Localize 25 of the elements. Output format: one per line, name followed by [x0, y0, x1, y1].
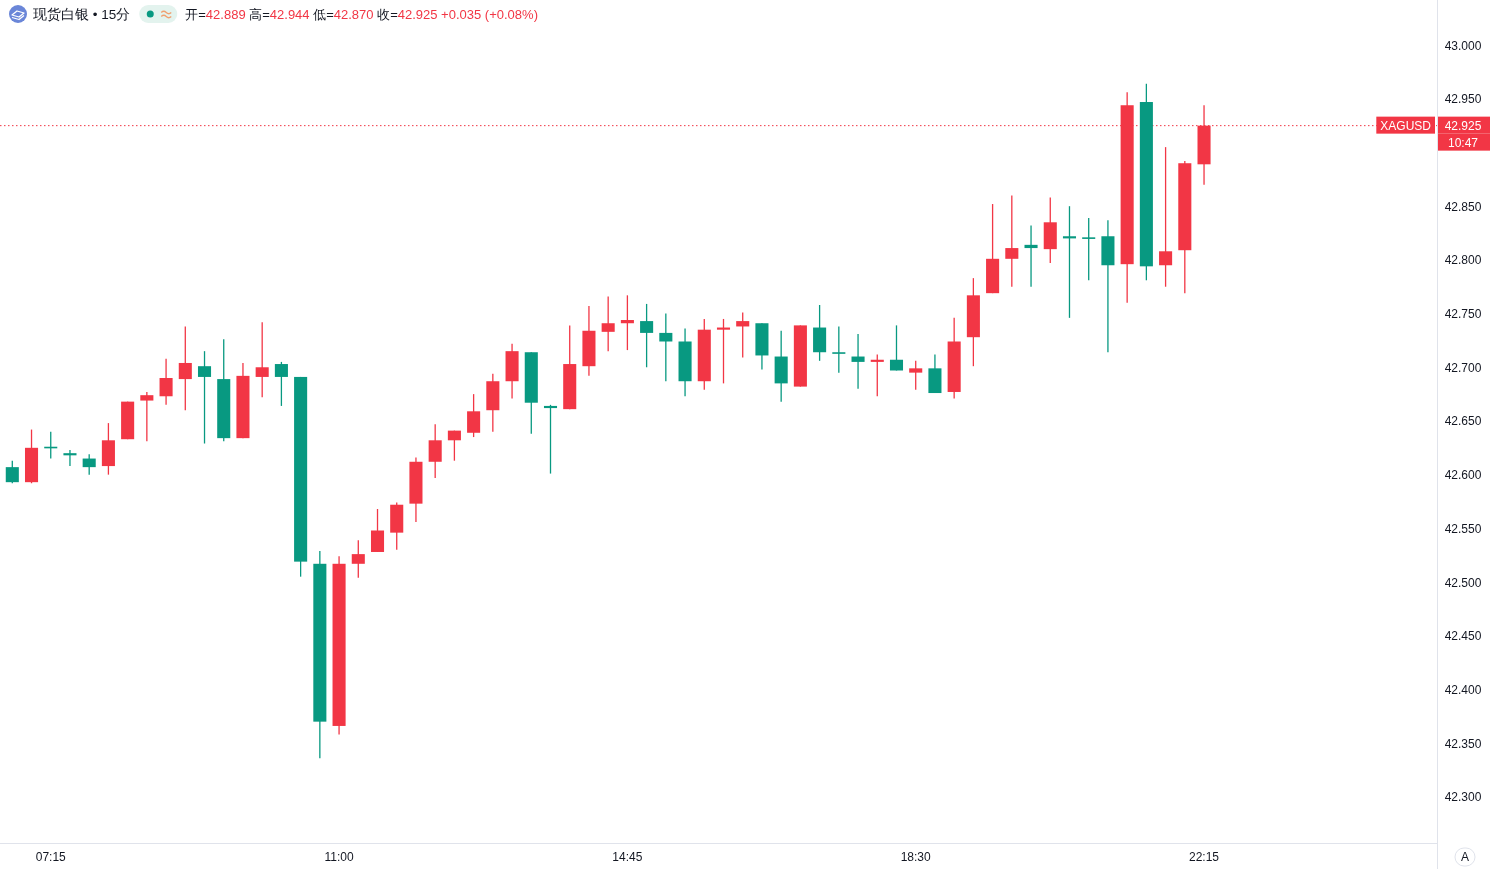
x-tick-label: 22:15: [1189, 850, 1220, 864]
y-tick-label: 42.700: [1444, 360, 1482, 375]
y-tick-label: 42.500: [1444, 575, 1482, 590]
annotation: A: [1454, 847, 1476, 867]
x-tick-label: 14:45: [612, 850, 643, 864]
y-tick-label: 42.400: [1444, 682, 1482, 697]
y-tick-label: 42.350: [1444, 736, 1482, 751]
y-tick-label: 42.300: [1444, 790, 1482, 805]
y-tick-label: 42.800: [1444, 253, 1482, 268]
y-tick-label: 42.600: [1444, 468, 1482, 483]
x-tick-label: 18:30: [900, 850, 932, 864]
ref-label: XAGUSD: [1376, 116, 1435, 134]
y-tick-label: 42.450: [1444, 629, 1482, 644]
annotation: 42.925: [1438, 116, 1490, 134]
y-tick-label: 42.750: [1444, 307, 1482, 322]
y-tick-label: 42.850: [1444, 199, 1482, 214]
x-tick-label: 07:15: [35, 850, 67, 864]
ref-line-label: XAGUSD: [1380, 119, 1432, 134]
x-tick-label: 11:00: [324, 850, 354, 864]
y-tick-label: 43.000: [1444, 38, 1482, 53]
y-tick-label: 42.950: [1444, 92, 1482, 107]
y-tick-label: 42.550: [1444, 521, 1482, 536]
y-tick-label: 42.650: [1444, 414, 1482, 429]
text: 现货白银 • 15分: [33, 7, 131, 22]
text: 开=42.889 高=42.944 低=42.870 收=42.925 +0.035 (+0.08%): [185, 7, 538, 22]
